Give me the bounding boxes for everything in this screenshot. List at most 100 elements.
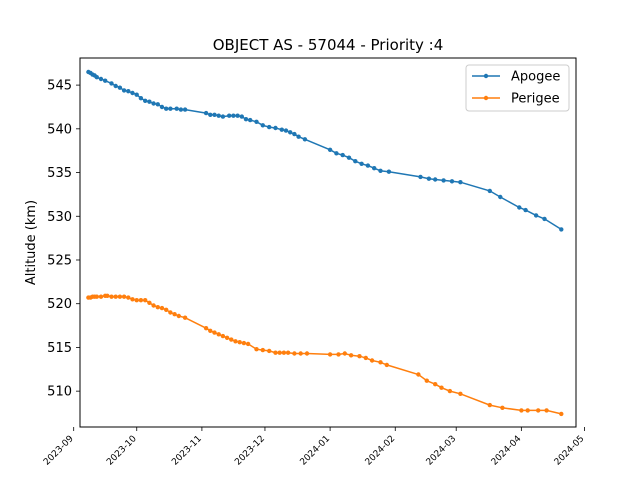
- data-point-apogee: [227, 113, 232, 118]
- y-tick-label: 520: [47, 297, 72, 312]
- data-point-apogee: [130, 90, 135, 96]
- data-point-perigee: [384, 362, 389, 368]
- data-point-perigee: [143, 298, 148, 303]
- data-point-apogee: [523, 207, 528, 213]
- data-point-perigee: [424, 378, 429, 383]
- data-point-apogee: [517, 205, 522, 210]
- data-point-perigee: [342, 351, 347, 356]
- data-point-perigee: [203, 326, 209, 331]
- data-point-perigee: [298, 351, 303, 356]
- data-point-apogee: [559, 227, 564, 232]
- data-point-apogee: [216, 113, 221, 118]
- data-point-apogee: [208, 112, 213, 118]
- data-point-apogee: [260, 123, 265, 128]
- data-point-apogee: [178, 107, 184, 112]
- data-point-perigee: [519, 408, 524, 413]
- data-point-apogee: [498, 194, 503, 200]
- data-point-perigee: [229, 337, 234, 342]
- data-point-perigee: [130, 297, 135, 302]
- x-tick-label: 2023-10: [105, 434, 139, 468]
- data-point-perigee: [439, 385, 444, 390]
- data-point-apogee: [103, 78, 108, 83]
- data-point-perigee: [237, 340, 242, 345]
- data-point-apogee: [168, 106, 173, 111]
- data-point-apogee: [302, 137, 308, 142]
- data-point-apogee: [346, 155, 352, 160]
- data-point-perigee: [273, 350, 278, 355]
- data-point-perigee: [220, 333, 226, 339]
- data-point-apogee: [182, 107, 188, 112]
- plot-area: [86, 69, 564, 417]
- data-point-perigee: [121, 294, 127, 299]
- data-point-perigee: [224, 335, 230, 340]
- data-point-apogee: [418, 174, 423, 180]
- data-point-perigee: [168, 310, 173, 315]
- data-point-apogee: [334, 151, 339, 156]
- data-point-perigee: [277, 350, 282, 355]
- data-point-apogee: [113, 83, 118, 89]
- data-point-apogee: [327, 147, 333, 152]
- data-point-perigee: [267, 348, 272, 354]
- series-line-perigee: [88, 295, 562, 415]
- data-point-perigee: [212, 330, 217, 335]
- data-point-apogee: [378, 168, 383, 173]
- data-point-perigee: [172, 312, 177, 317]
- data-point-apogee: [203, 110, 209, 116]
- data-point-apogee: [433, 177, 438, 182]
- data-point-perigee: [304, 351, 310, 356]
- data-point-apogee: [487, 188, 492, 194]
- x-tick-label: 2024-05: [553, 434, 587, 468]
- y-axis: 510 515 520 525 530 535 540 545: [47, 79, 80, 400]
- y-axis-title: Altitude (km): [24, 200, 39, 285]
- x-tick-label: 2024-04: [490, 434, 524, 468]
- legend: Apogee Perigee: [465, 64, 570, 112]
- data-point-perigee: [447, 388, 453, 394]
- data-point-apogee: [365, 163, 371, 168]
- data-point-perigee: [98, 294, 104, 299]
- data-point-apogee: [386, 169, 392, 174]
- data-point-apogee: [174, 106, 179, 111]
- data-point-perigee: [281, 350, 287, 355]
- legend-label-perigee: Perigee: [511, 92, 560, 107]
- data-point-apogee: [248, 117, 253, 123]
- data-point-perigee: [94, 294, 100, 299]
- data-point-apogee: [441, 178, 446, 183]
- data-point-perigee: [208, 328, 213, 333]
- data-point-perigee: [544, 408, 549, 413]
- y-tick-label: 530: [47, 210, 72, 225]
- data-point-perigee: [216, 332, 221, 337]
- data-point-apogee: [155, 102, 160, 107]
- data-point-perigee: [369, 358, 375, 363]
- data-point-apogee: [98, 76, 104, 82]
- data-point-perigee: [327, 352, 333, 357]
- data-point-perigee: [416, 372, 421, 377]
- data-point-apogee: [426, 176, 432, 181]
- data-point-perigee: [260, 347, 265, 353]
- data-point-perigee: [113, 294, 118, 299]
- data-point-apogee: [134, 92, 139, 97]
- data-point-perigee: [357, 354, 362, 359]
- data-point-apogee: [243, 117, 249, 122]
- data-point-apogee: [542, 216, 547, 222]
- data-point-perigee: [292, 351, 297, 356]
- data-point-perigee: [109, 294, 114, 299]
- data-point-perigee: [164, 307, 169, 312]
- data-point-apogee: [292, 131, 297, 137]
- data-point-apogee: [94, 75, 100, 80]
- y-tick-label: 545: [47, 79, 72, 94]
- data-point-apogee: [235, 113, 240, 118]
- data-point-perigee: [348, 353, 354, 358]
- data-point-perigee: [159, 305, 165, 311]
- x-tick-label: 2023-11: [170, 434, 204, 468]
- data-point-perigee: [458, 391, 463, 396]
- data-point-apogee: [359, 161, 364, 166]
- data-point-perigee: [182, 315, 188, 320]
- data-point-apogee: [458, 180, 463, 185]
- data-point-apogee: [109, 81, 114, 86]
- data-point-perigee: [117, 294, 123, 299]
- data-point-perigee: [500, 405, 505, 410]
- data-point-perigee: [126, 295, 131, 300]
- legend-marker-perigee: [483, 95, 489, 101]
- data-point-perigee: [105, 293, 110, 298]
